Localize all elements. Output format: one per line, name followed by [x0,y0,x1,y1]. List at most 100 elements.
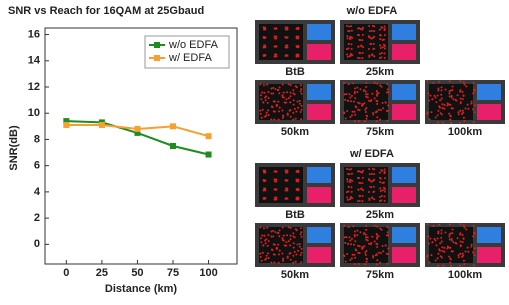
constellation-dot [274,37,277,40]
constellation-dot [351,54,354,57]
constellation-dot [440,97,443,100]
constellation-dot [344,260,347,263]
constellation-dot [361,194,364,197]
constellation-dot [365,224,368,227]
constellation-dot [285,241,288,244]
data-point [170,123,176,130]
constellation-dot [357,188,360,191]
constellation-dot [379,261,382,264]
constellation-dot [274,231,277,234]
constellation-dot [361,103,364,106]
constellation-dot [347,47,350,50]
constellation-dot [448,238,451,241]
constellation-dot [443,103,446,106]
constellation-dot [426,111,429,114]
constellation-dot [343,236,346,239]
constellation-dot [294,260,297,263]
constellation-dot [292,235,295,238]
constellation-dot [349,195,352,198]
y-tick-label: 10 [28,107,40,119]
constellation-dot [379,251,382,254]
y-tick-label: 16 [28,28,40,40]
constellation-dot [359,195,362,198]
constellation-dot [350,186,353,189]
constellation-dot [296,180,299,183]
constellation-dot [433,237,436,240]
constellation-dot [346,180,349,183]
constellation-dot [373,81,376,84]
constellation-dot [429,237,432,240]
constellation-dot [378,171,381,174]
constellation-dot [354,97,357,100]
constellation-dot [449,118,452,121]
constellation-dot [272,229,275,232]
constellation-screenshot [425,80,505,124]
constellation-dot [281,237,284,240]
constellation-dot [438,80,441,83]
constellation-dot [354,240,357,243]
constellation-dot [454,241,457,244]
constellation-dot [270,87,273,90]
constellation-dot [463,119,466,122]
constellation-dot [371,54,374,57]
constellation-dot [262,84,265,87]
constellation-dot [441,103,444,106]
constellation-dot [434,116,437,119]
constellation-dot [371,92,374,95]
constellation-dot [466,246,469,249]
constellation-dot [472,81,475,84]
constellation-dot [361,182,364,185]
constellation-dot [349,259,352,262]
data-point [134,129,141,136]
constellation-dot [281,226,284,229]
constellation-dot [381,38,384,41]
constellation-dot [387,247,390,250]
constellation-dot [282,234,285,237]
constellation-dot [462,259,465,262]
constellation-dot [371,24,374,27]
constellation-dot [273,178,276,181]
constellation-dot [439,242,442,245]
constellation-dot [362,89,365,92]
constellation-dot [356,86,359,89]
constellation-dot [457,111,460,114]
constellation-dot [297,45,300,48]
constellation-dot [348,198,351,201]
constellation-dot [281,252,284,255]
eye-blue [307,24,331,40]
constellation-dot [464,107,467,110]
constellation-dot [286,189,289,192]
constellation-dot [462,116,465,119]
constellation-dot [357,120,360,123]
constellation-dot [277,118,280,121]
constellation-dot [446,245,449,248]
constellation-dot [360,44,363,47]
x-tick-label: 25 [96,267,108,279]
constellation-dot [371,167,374,170]
constellation-dot [473,254,476,257]
y-tick-label: 8 [34,133,40,145]
constellation-dot [462,111,465,114]
constellation-dot [428,118,431,121]
constellation-dot [300,84,303,87]
constellation-dot [368,168,371,171]
constellation-dot [440,240,443,243]
constellation-dot [259,83,262,86]
constellation-dot [345,93,348,96]
constellation-dot [368,197,371,200]
constellation-dot [354,113,357,116]
constellation-dot [461,112,464,115]
constellation-dot [429,94,432,97]
constellation-dot [267,240,270,243]
constellation-dot [350,25,353,28]
panel-title: w/ EDFA [349,148,394,160]
constellation-dot [376,237,379,240]
constellation-dot [376,82,379,85]
constellation-dot [344,241,347,244]
constellation-dot [289,83,292,86]
constellation-dot [351,179,354,182]
constellation-dot [427,235,430,238]
constellation-dot [283,244,286,247]
constellation-dot [438,105,441,108]
constellation-dot [437,109,440,112]
